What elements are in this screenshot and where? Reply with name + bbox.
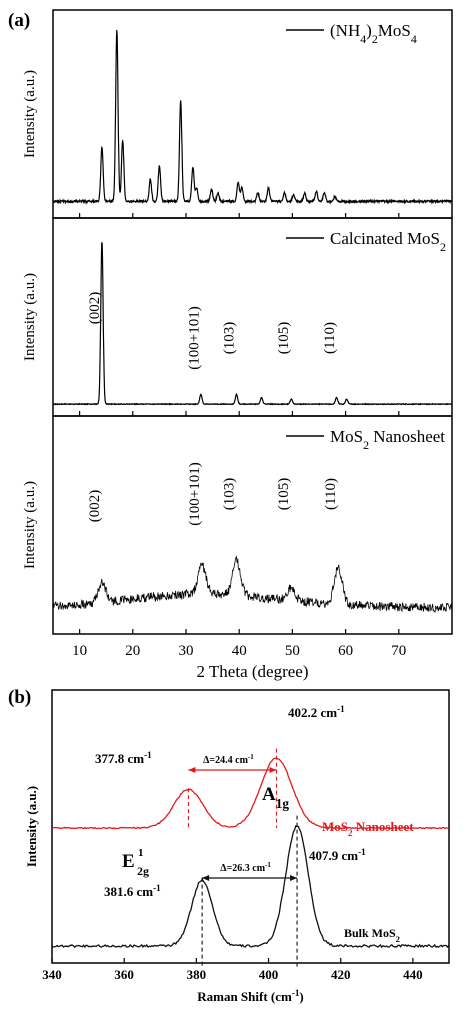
peak-label-2-2: (103) — [222, 478, 238, 511]
plot-frame-b — [51, 689, 450, 964]
x-tick-label-a-60: 60 — [338, 643, 353, 659]
xrd-series-2 — [52, 555, 453, 613]
peak-label-1-0: (002) — [87, 292, 103, 325]
legend-label-0: (NH4)2MoS4 — [330, 21, 417, 46]
delta-label-1: Δ=26.3 cm-1 — [220, 861, 271, 874]
peak-value-0-0: 377.8 cm-1 — [95, 750, 152, 766]
raman-series-1 — [51, 825, 450, 949]
y-axis-label-2: Intensity (a.u.) — [22, 481, 38, 569]
peak-label-1-2: (103) — [222, 322, 238, 355]
delta-arrowhead-left-1 — [202, 875, 210, 881]
panel-a: Intensity (a.u.) (NH4)2MoS4 Intensity (a.u… — [8, 9, 453, 681]
series-label-nanosheet: MoS2 Nanosheet — [322, 819, 414, 838]
peak-label-2-4: (110) — [323, 478, 339, 510]
x-axis-label-b: Raman Shift (cm-1) — [197, 988, 304, 1004]
x-tick-label-a-10: 10 — [72, 643, 87, 659]
x-tick-label-a-70: 70 — [391, 643, 406, 659]
peak-value-1-0: 381.6 cm-1 — [104, 883, 161, 899]
panel-label-a: (a) — [8, 10, 30, 31]
raman-series-0 — [51, 757, 449, 830]
x-tick-label-b-360: 360 — [114, 967, 134, 982]
x-tick-label-a-20: 20 — [125, 643, 140, 659]
x-tick-label-b-340: 340 — [42, 967, 62, 982]
y-axis-label-1: Intensity (a.u.) — [22, 273, 38, 361]
subplot-frame-0 — [52, 9, 453, 219]
y-axis-label-b: Intensity (a.u.) — [24, 786, 39, 867]
x-tick-label-a-50: 50 — [285, 643, 300, 659]
y-axis-label-0: Intensity (a.u.) — [22, 70, 38, 158]
panel-label-b: (b) — [8, 687, 31, 708]
delta-arrowhead-left-0 — [188, 767, 196, 773]
x-tick-label-b-420: 420 — [331, 967, 351, 982]
x-axis-label-a: 2 Theta (degree) — [196, 662, 308, 681]
x-tick-label-b-380: 380 — [187, 967, 207, 982]
x-tick-label-b-440: 440 — [403, 967, 423, 982]
annotation-a1g: A1g — [262, 784, 289, 811]
peak-label-2-3: (105) — [276, 478, 292, 511]
x-tick-label-a-30: 30 — [179, 643, 194, 659]
delta-label-0: Δ=24.4 cm-1 — [203, 753, 254, 766]
x-tick-label-b-400: 400 — [259, 967, 279, 982]
peak-value-1-1: 407.9 cm-1 — [309, 847, 366, 863]
x-tick-label-a-40: 40 — [232, 643, 247, 659]
annotation-e2g: E — [122, 851, 135, 872]
peak-label-1-4: (110) — [322, 322, 338, 354]
panel-b: Δ=24.4 cm-1 Δ=26.3 cm-1 377.8 cm-1 402.2 cm… — [8, 687, 450, 1004]
xrd-series-0 — [52, 29, 453, 205]
delta-arrowhead-right-0 — [269, 767, 277, 773]
peak-label-1-3: (105) — [276, 322, 292, 355]
delta-arrowhead-right-1 — [290, 875, 298, 881]
annotation-e2g-sup: 1 — [138, 847, 144, 859]
annotation-e2g-sub: 2g — [137, 864, 149, 878]
xrd-series-1 — [52, 242, 453, 406]
legend-label-1: Calcinated MoS2 — [330, 229, 446, 254]
peak-value-0-1: 402.2 cm-1 — [288, 704, 345, 720]
peak-label-2-1: (100+101) — [187, 462, 203, 525]
legend-label-2: MoS2 Nanosheet — [330, 427, 445, 452]
peak-label-2-0: (002) — [87, 490, 103, 523]
peak-label-1-1: (100+101) — [186, 306, 202, 369]
series-label-bulk: Bulk MoS2 — [344, 926, 400, 944]
subplot-frame-2 — [52, 415, 453, 635]
